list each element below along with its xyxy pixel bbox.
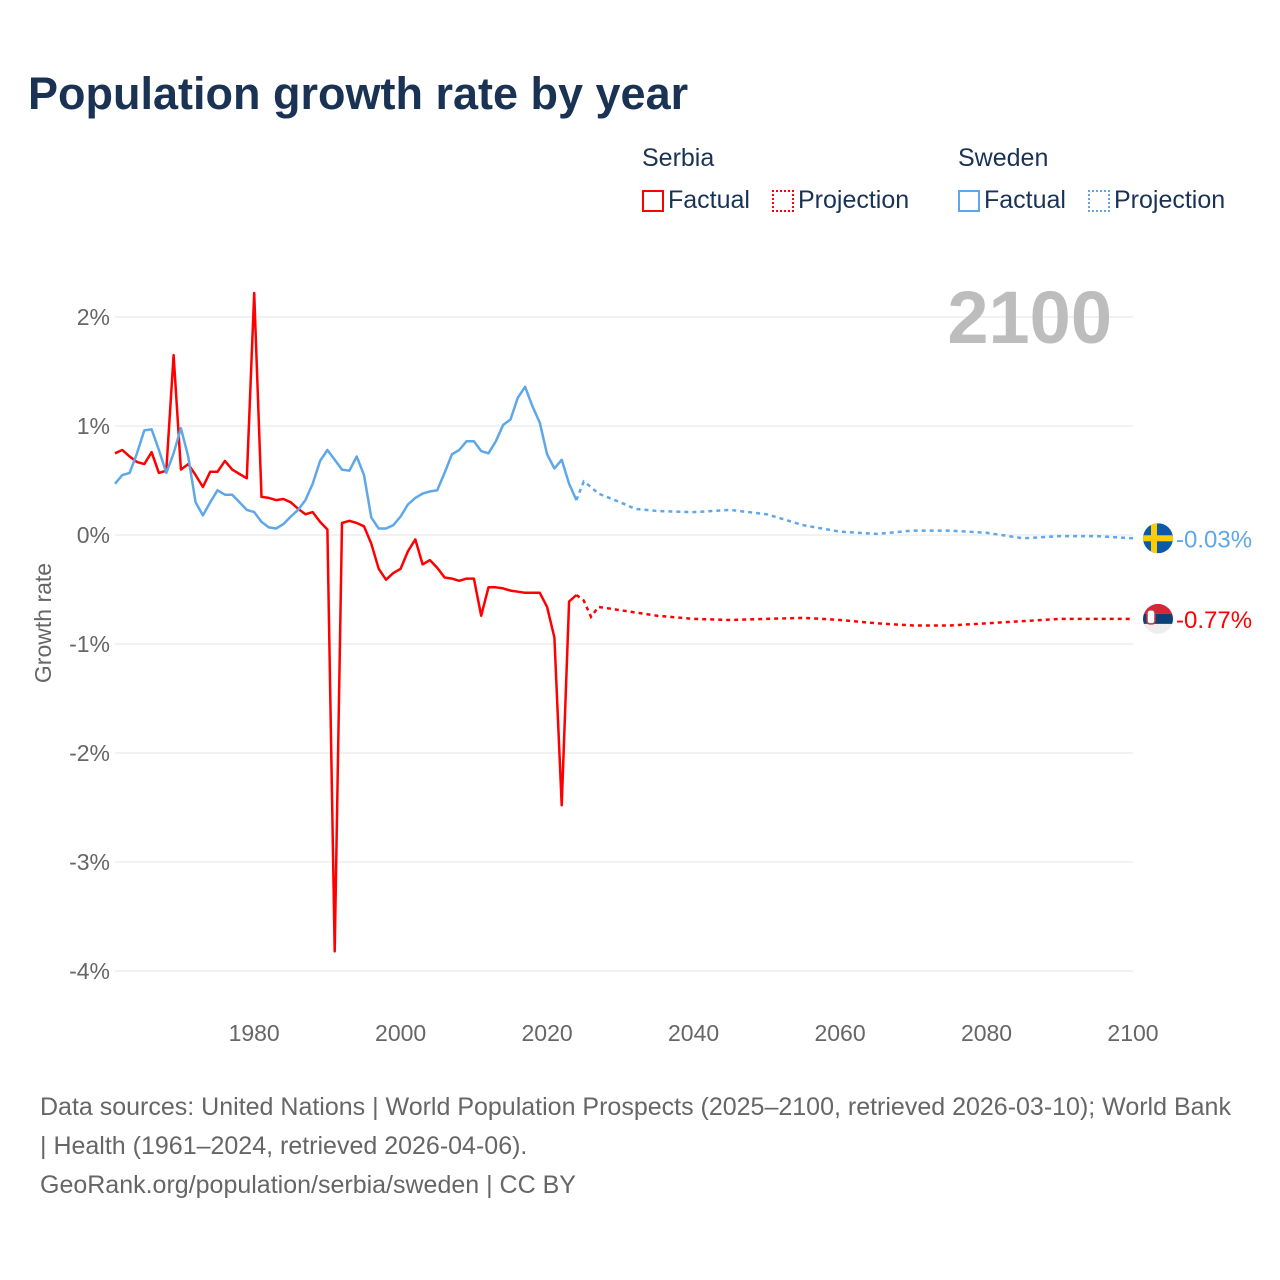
dotted-swatch-icon: [771, 189, 794, 212]
chart-title: Population growth rate by year: [28, 68, 689, 119]
serbia-end-label: -0.77%: [1176, 607, 1252, 634]
flag-stripe-red: [1143, 603, 1173, 614]
dotted-swatch-icon: [1087, 189, 1110, 212]
sweden-end-label: -0.03%: [1176, 526, 1252, 553]
serbia-flag-icon: [1143, 603, 1173, 634]
y-tick-label: 0%: [77, 522, 110, 548]
legend-sweden-factual[interactable]: Factual: [958, 186, 1066, 215]
legend-label: Projection: [1113, 186, 1226, 214]
y-tick-label: -4%: [69, 958, 110, 984]
serbia-projection-line: [575, 593, 1133, 627]
x-tick-label: 1980: [229, 1020, 280, 1046]
legend-sweden-projection[interactable]: Projection: [1087, 186, 1226, 215]
flag-body: [1143, 523, 1173, 554]
legend-label: Projection: [797, 186, 910, 214]
sweden-factual-line: [114, 385, 578, 530]
data-sources: Data sources: United Nations | World Pop…: [40, 1093, 1231, 1160]
y-axis-label: Growth rate: [30, 563, 56, 683]
x-tick-label: 2080: [961, 1020, 1012, 1046]
legend-label: Factual: [668, 186, 750, 214]
flag-cross-v: [1151, 523, 1157, 554]
x-tick-label: 2000: [375, 1020, 426, 1046]
legend-group-name: Sweden: [958, 144, 1049, 172]
x-tick-label: 2100: [1107, 1020, 1158, 1046]
sweden-flag-icon: [1143, 523, 1173, 554]
x-tick-label: 2020: [522, 1020, 573, 1046]
footer: Data sources: United Nations | World Pop…: [40, 1088, 1240, 1205]
y-tick-label: 1%: [77, 413, 110, 439]
flag-cross-h: [1143, 535, 1173, 542]
legend-serbia: Serbia Factual Projection: [642, 144, 925, 215]
line-chart: 2% 1% 0% -1% -2% -3% -4% 1980 2000 2020 2040 2060 20…: [30, 276, 1252, 1046]
y-tick-label: -3%: [69, 849, 110, 875]
y-tick-label: -2%: [69, 740, 110, 766]
serbia-factual-line: [114, 291, 578, 953]
flag-stripe-white: [1143, 623, 1173, 634]
y-tick-label: 2%: [77, 304, 110, 330]
flag-crest: [1146, 609, 1156, 625]
solid-swatch-icon: [958, 189, 980, 212]
solid-swatch-icon: [642, 189, 664, 212]
sweden-projection-line: [575, 479, 1134, 540]
legend-serbia-projection[interactable]: Projection: [771, 186, 910, 215]
x-tick-label: 2040: [668, 1020, 719, 1046]
legend-label: Factual: [984, 186, 1066, 214]
year-label: 2100: [947, 276, 1112, 359]
legend-serbia-factual[interactable]: Factual: [642, 186, 750, 215]
legend-group-name: Serbia: [642, 144, 715, 172]
x-tick-label: 2060: [814, 1020, 865, 1046]
flag-body: [1143, 603, 1173, 634]
legend-sweden: Sweden Factual Projection: [958, 144, 1241, 215]
credit-link[interactable]: GeoRank.org/population/serbia/sweden | C…: [40, 1171, 576, 1199]
flag-stripe-blue: [1143, 613, 1173, 624]
y-tick-label: -1%: [69, 631, 110, 657]
